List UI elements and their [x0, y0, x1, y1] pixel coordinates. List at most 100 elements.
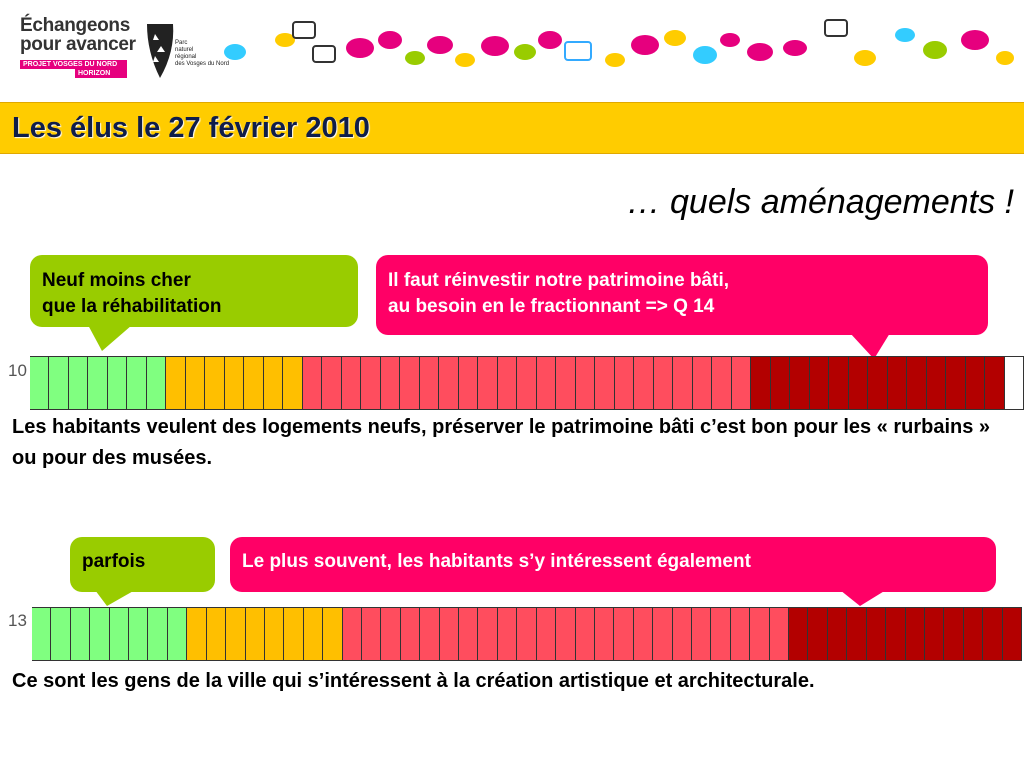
scale-cell: [789, 608, 809, 660]
scale-cell: [517, 608, 537, 660]
scale-cell: [400, 357, 420, 409]
scale-cell: [866, 608, 887, 660]
scale-cell: [809, 357, 830, 409]
scale-cell: [185, 357, 206, 409]
bubble-left-2-tail: [95, 590, 135, 606]
scale-cell: [109, 608, 130, 660]
bubble-right-1-line-2: au besoin en le fractionnant => Q 14: [388, 296, 715, 317]
scale-cell: [341, 357, 362, 409]
page-title: Les élus le 27 février 2010: [12, 112, 370, 144]
scale-cell: [32, 608, 52, 660]
scale-cell: [283, 357, 303, 409]
scale-cell: [439, 608, 460, 660]
scale-cell: [264, 608, 285, 660]
bubble-right-2: Le plus souvent, les habitants s’y intér…: [230, 537, 996, 592]
title-bar: Les élus le 27 février 2010: [0, 102, 1024, 154]
bubble-left-2: parfois: [70, 537, 215, 592]
scale-cell: [90, 608, 110, 660]
scale-cell: [907, 357, 927, 409]
scale-cell: [323, 608, 343, 660]
bubble-right-1-tail: [850, 333, 890, 359]
scale-cell: [49, 357, 69, 409]
scale-cell: [206, 608, 227, 660]
scale-cell: [868, 357, 888, 409]
scale-cell: [224, 357, 245, 409]
scale-cell: [439, 357, 459, 409]
bubble-right-2-line-1: Le plus souvent, les habitants s’y intér…: [242, 551, 751, 572]
scale-cell: [750, 608, 770, 660]
scale-cell: [847, 608, 867, 660]
scale-cell: [245, 608, 265, 660]
scale-cell: [536, 357, 557, 409]
speech-bubbles-banner-icon: [224, 19, 1014, 67]
scale-cell: [68, 357, 89, 409]
scale-cell: [381, 608, 401, 660]
scale-cell: [166, 357, 186, 409]
scale-label-2: 13: [8, 611, 27, 630]
scale-cell: [70, 608, 91, 660]
scale-cell: [770, 357, 791, 409]
scale-cell: [673, 357, 693, 409]
scale-cell: [653, 357, 674, 409]
scale-cell: [478, 608, 498, 660]
bubble-right-2-tail: [840, 590, 886, 606]
scale-cell: [886, 608, 906, 660]
scale-cell: [983, 608, 1003, 660]
scale-cell: [146, 357, 167, 409]
scale-cell: [887, 357, 908, 409]
scale-cell: [594, 608, 615, 660]
scale-cell: [556, 357, 576, 409]
scale-cell: [420, 608, 440, 660]
scale-cell: [985, 357, 1005, 409]
logo-line-2: pour avancer: [20, 34, 136, 55]
scale-cell: [595, 357, 615, 409]
scale-cell: [536, 608, 557, 660]
scale-cell: [1002, 608, 1022, 660]
scale-cell: [1004, 357, 1024, 409]
scale-cell: [497, 357, 518, 409]
scale-cell: [167, 608, 188, 660]
scale-cell: [905, 608, 925, 660]
bubble-right-1-line-1: Il faut réinvestir notre patrimoine bâti…: [388, 270, 730, 291]
scale-cell: [284, 608, 304, 660]
scale-cell: [634, 357, 654, 409]
scale-cell: [790, 357, 810, 409]
scale-cell: [731, 357, 752, 409]
scale-cell: [362, 608, 382, 660]
scale-cell: [51, 608, 71, 660]
bubble-left-1-line-2: que la réhabilitation: [42, 296, 222, 317]
scale-cell: [575, 357, 596, 409]
scale-cell: [205, 357, 225, 409]
scale-cell: [148, 608, 168, 660]
logo-title: Échangeons pour avancer: [20, 16, 136, 54]
scale-cell: [419, 357, 440, 409]
bubble-left-1: Neuf moins cher que la réhabilitation: [30, 255, 358, 327]
scale-cell: [497, 608, 518, 660]
scale-cell: [30, 357, 50, 409]
scale-cell: [614, 608, 634, 660]
scale-cell: [633, 608, 654, 660]
logo-band-1: PROJET VOSGES DU NORD: [20, 60, 127, 69]
scale-cell: [127, 357, 147, 409]
scale-cell: [965, 357, 985, 409]
scale-cell: [614, 357, 635, 409]
scale-cell: [808, 608, 828, 660]
scale-cell: [692, 608, 712, 660]
scale-cell: [556, 608, 576, 660]
scale-cell: [302, 357, 323, 409]
section-2-text: Ce sont les gens de la ville qui s’intér…: [12, 670, 815, 692]
scale-cell: [692, 357, 713, 409]
scale-cell: [263, 357, 284, 409]
scale-cell: [322, 357, 342, 409]
logo-band-2: HORIZON 2025: [75, 69, 127, 86]
scale-cell: [926, 357, 947, 409]
scale-cell: [751, 357, 771, 409]
scale-cell: [769, 608, 790, 660]
scale-cell: [517, 357, 537, 409]
scale-cell: [226, 608, 246, 660]
scale-cell: [829, 357, 849, 409]
scale-cell: [107, 357, 128, 409]
scale-cell: [848, 357, 869, 409]
scale-cell: [459, 608, 479, 660]
scale-2: [32, 607, 1022, 661]
